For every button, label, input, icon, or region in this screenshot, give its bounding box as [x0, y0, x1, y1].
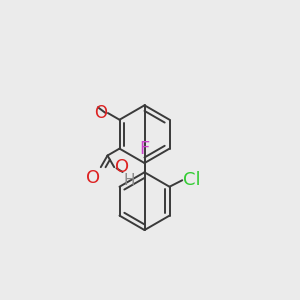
Text: H: H	[124, 173, 135, 188]
Text: F: F	[140, 140, 150, 158]
Text: O: O	[115, 158, 129, 176]
Text: O: O	[94, 104, 107, 122]
Text: Cl: Cl	[183, 171, 200, 189]
Text: O: O	[85, 169, 100, 187]
